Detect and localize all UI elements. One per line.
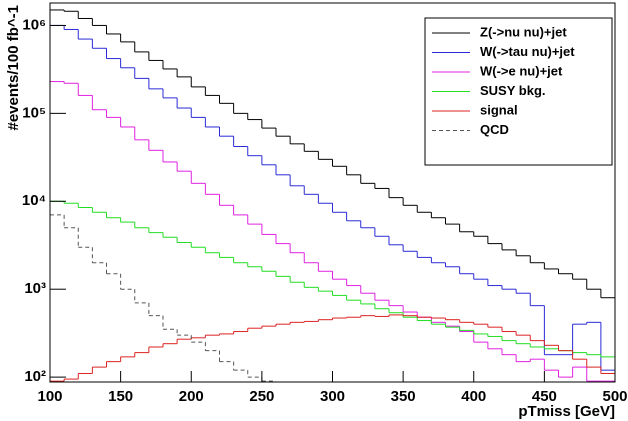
y-tick-label: 10³ — [24, 280, 46, 297]
y-tick-label: 10² — [24, 368, 46, 385]
legend-label: W(->e nu)+jet — [480, 63, 563, 78]
x-tick-label: 200 — [179, 388, 204, 405]
legend-label: Z(->nu nu)+jet — [480, 24, 567, 39]
x-tick-label: 250 — [249, 388, 274, 405]
legend-label: signal — [480, 102, 518, 117]
x-axis-label: pTmiss [GeV] — [518, 403, 615, 420]
legend-label: SUSY bkg. — [480, 83, 546, 98]
y-axis-label: #events/100 fb^-1 — [5, 5, 22, 131]
legend-label: QCD — [480, 122, 509, 137]
y-tick-label: 10⁶ — [22, 16, 46, 33]
x-tick-label: 450 — [532, 388, 557, 405]
x-tick-label: 150 — [108, 388, 133, 405]
plot-area — [50, 9, 615, 382]
x-tick-label: 350 — [391, 388, 416, 405]
x-tick-label: 400 — [461, 388, 486, 405]
x-tick-label: 100 — [37, 388, 62, 405]
y-tick-label: 10⁵ — [22, 104, 46, 121]
x-tick-label: 300 — [320, 388, 345, 405]
x-tick-label: 500 — [602, 388, 627, 405]
y-tick-label: 10⁴ — [22, 192, 46, 209]
legend-label: W(->tau nu)+jet — [480, 44, 575, 59]
